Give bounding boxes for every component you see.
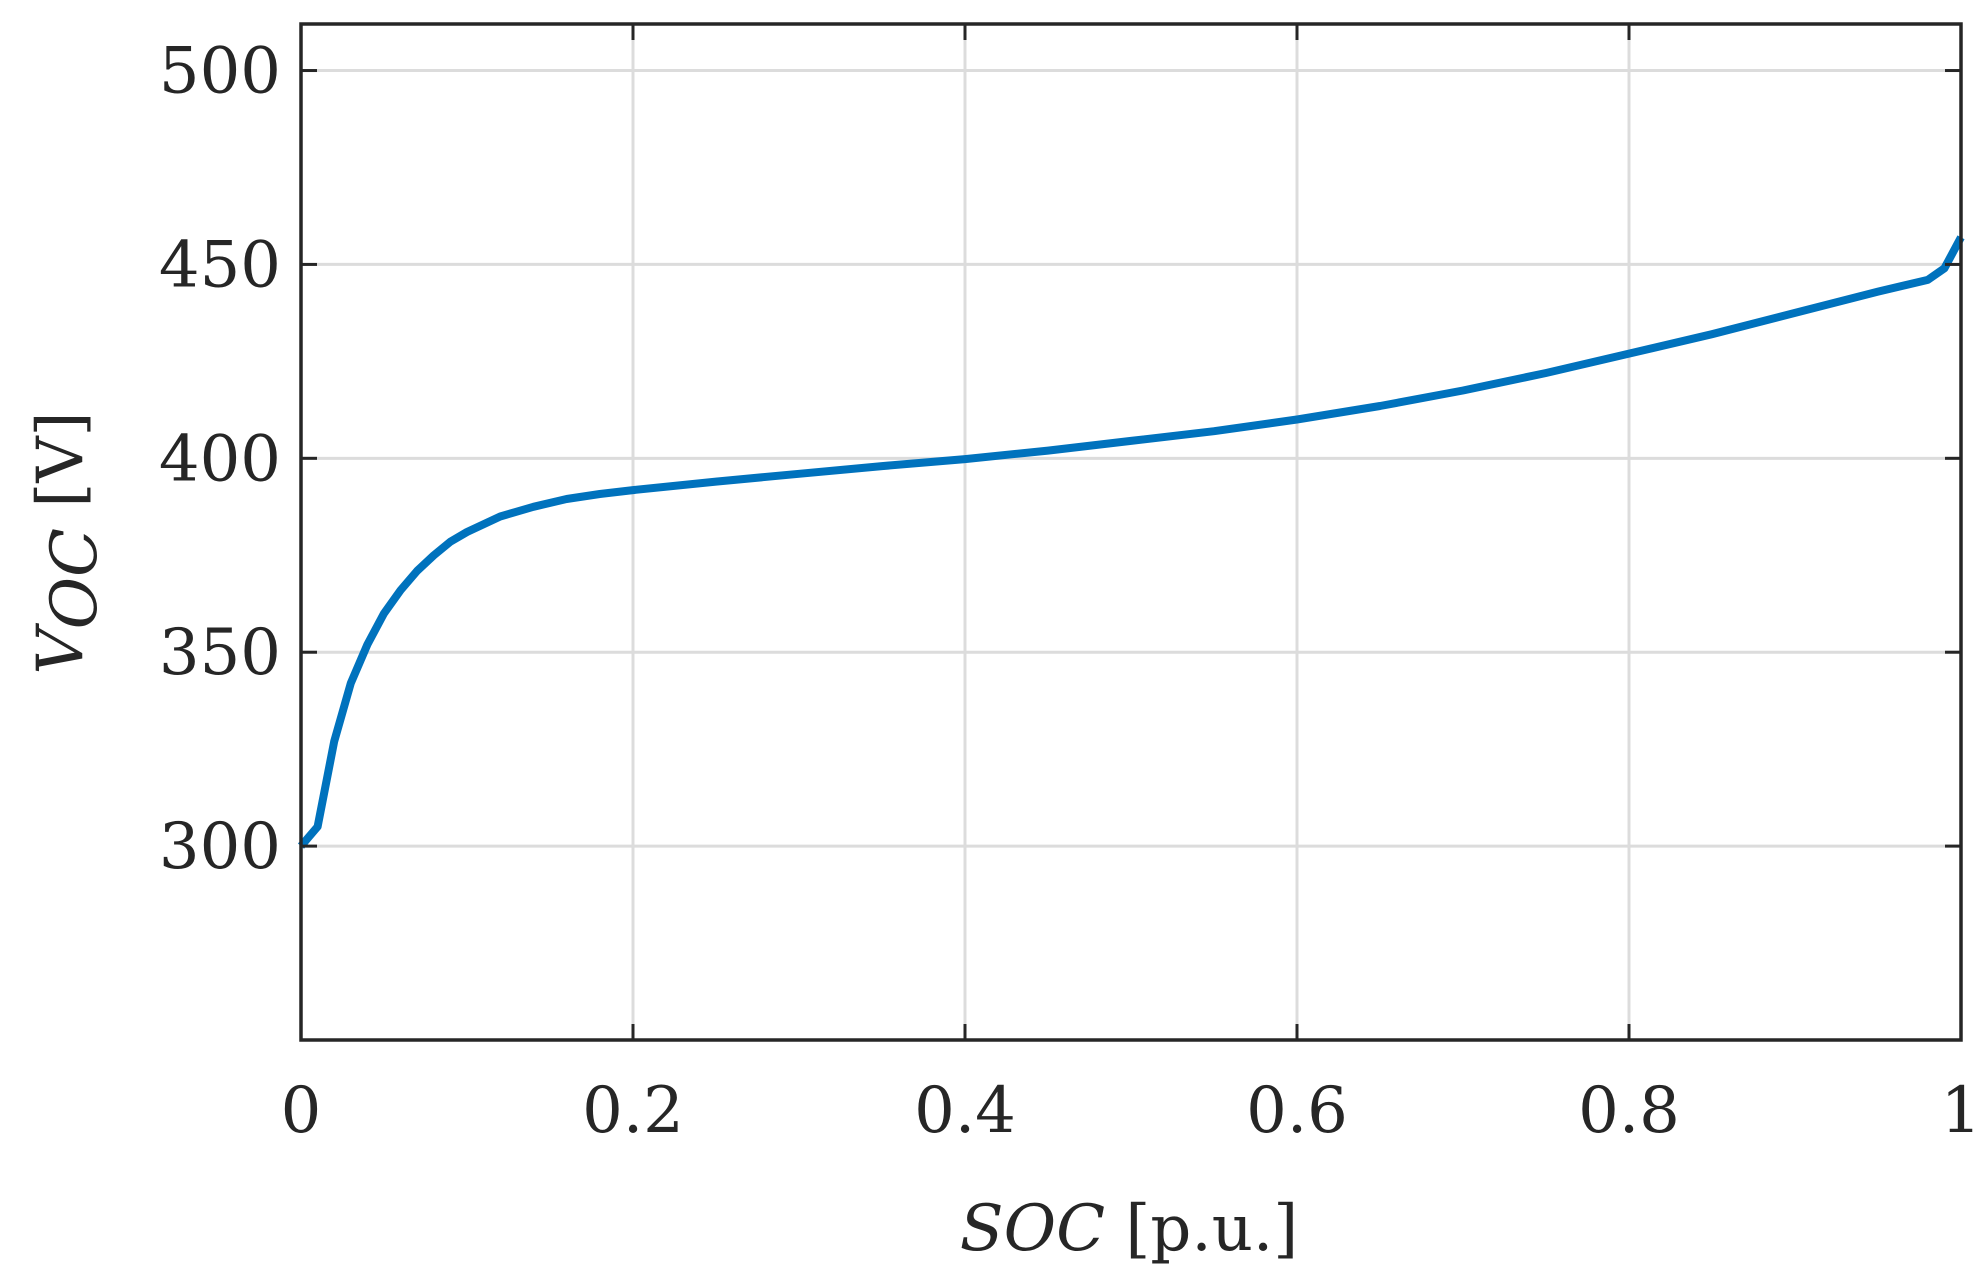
x-tick-label: 0.6	[1246, 1074, 1348, 1148]
y-tick-label: 350	[159, 616, 281, 690]
x-axis-title-unit: [p.u.]	[1125, 1192, 1298, 1266]
x-tick-label: 0.4	[914, 1074, 1016, 1148]
grid	[301, 24, 1961, 1040]
x-tick-label: 1	[1941, 1074, 1982, 1148]
y-tick-label: 400	[159, 422, 281, 496]
ticks	[299, 24, 1963, 1040]
series-line	[297, 235, 1965, 849]
y-tick-label: 450	[159, 228, 281, 302]
x-axis-title-space	[1105, 1192, 1125, 1266]
y-tick-label: 300	[159, 810, 281, 884]
y-tick-label: 500	[159, 35, 281, 109]
y-axis-title-sub: OC	[38, 528, 112, 629]
axes-box	[299, 22, 1963, 1042]
x-axis-title-var: SOC	[960, 1192, 1105, 1266]
y-axis-title-space	[24, 508, 98, 528]
y-axis-title-unit: [V]	[24, 411, 98, 507]
y-axis-title: VOC [V]	[24, 411, 112, 674]
x-axis-title: SOC [p.u.]	[960, 1192, 1298, 1266]
x-tick-labels: 0 0.2 0.4 0.6 0.8 1	[281, 1074, 1982, 1148]
x-tick-label: 0	[281, 1074, 322, 1148]
plot-area	[297, 235, 1965, 849]
x-tick-label: 0.2	[582, 1074, 684, 1148]
y-tick-labels: 300 350 400 450 500	[159, 35, 281, 885]
x-tick-label: 0.8	[1578, 1074, 1680, 1148]
y-axis-title-var: V	[24, 623, 98, 675]
